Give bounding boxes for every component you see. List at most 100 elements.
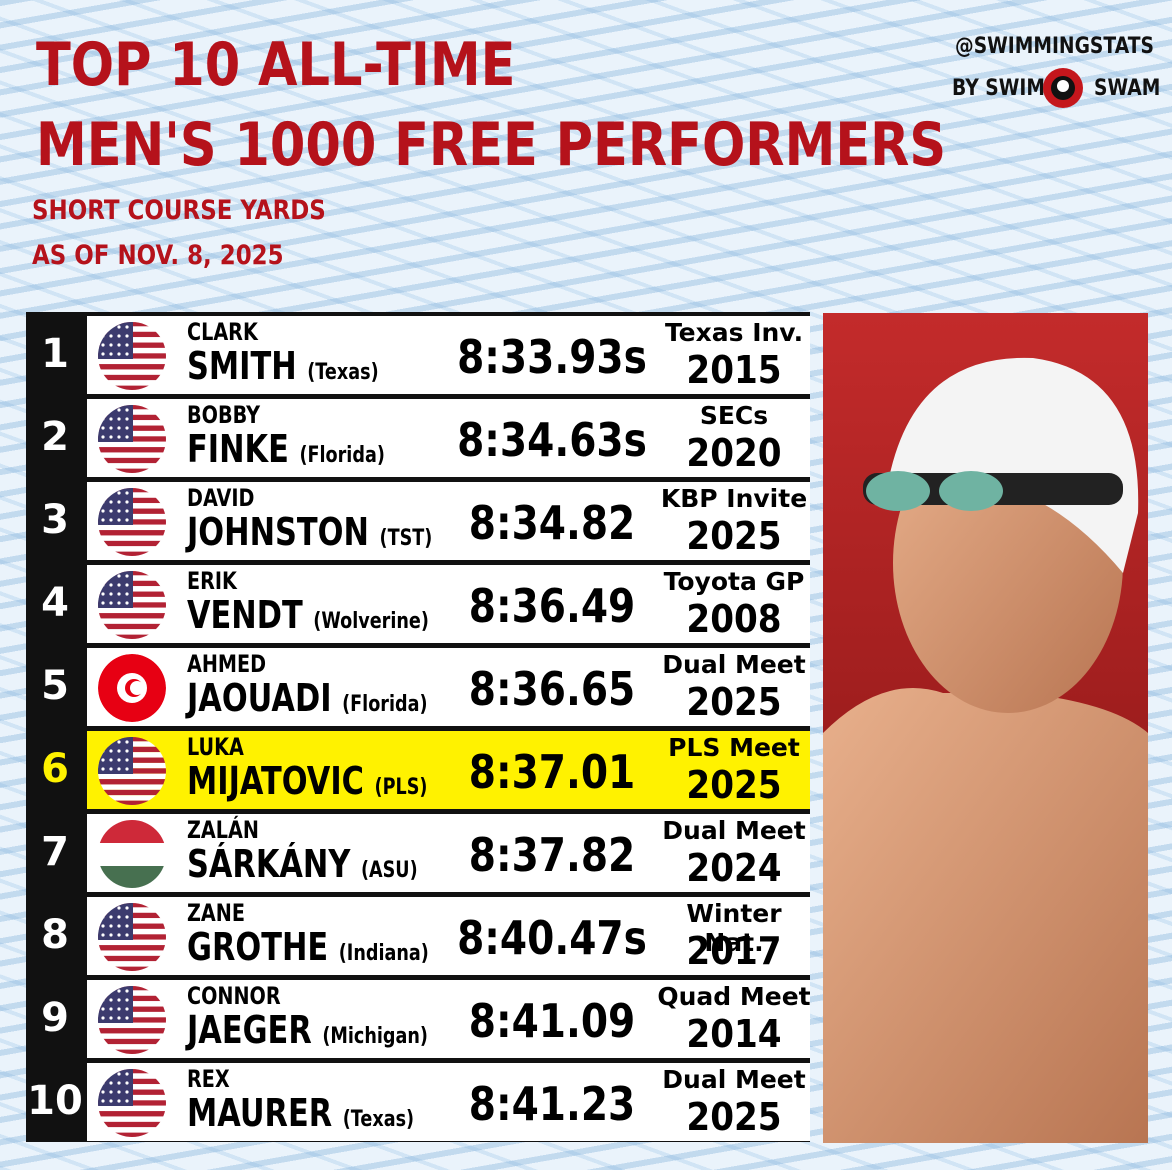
brand-name: SWAM xyxy=(1094,76,1161,101)
first-name: LUKA xyxy=(187,733,244,761)
brand-by: BY SWIM xyxy=(952,76,1045,101)
swim-time: 8:41.23 xyxy=(468,1077,636,1131)
meet: SECs xyxy=(699,401,769,430)
first-name: ERIK xyxy=(187,567,237,595)
first-name: ZANE xyxy=(187,899,245,927)
first-name: DAVID xyxy=(187,484,255,512)
flag xyxy=(98,322,166,390)
last-name-line: JOHNSTON (TST) xyxy=(187,510,432,554)
team: (Michigan) xyxy=(322,1024,428,1049)
brand-logo xyxy=(1043,68,1083,108)
last-name-line: FINKE (Florida) xyxy=(187,427,385,471)
last-name-line: MAURER (Texas) xyxy=(187,1091,414,1135)
table-row: 6 LUKA MIJATOVIC (PLS) 8:37.01 PLS Meet 2025 xyxy=(26,729,810,809)
team: (Wolverine) xyxy=(313,609,429,634)
row-cell: BOBBY FINKE (Florida) 8:34.63s SECs 2020 xyxy=(87,397,810,477)
title-line: MEN'S 1000 FREE PERFORMERS xyxy=(36,110,947,180)
year: 2025 xyxy=(686,514,782,558)
row-cell: ZALÁN SÁRKÁNY (ASU) 8:37.82 Dual Meet 2024 xyxy=(87,812,810,892)
swim-time: 8:36.49 xyxy=(468,579,636,633)
meet: Winter Nat. xyxy=(686,899,782,957)
team: (Texas) xyxy=(307,360,379,385)
row-cell: CONNOR JAEGER (Michigan) 8:41.09 Quad Meet 2… xyxy=(87,978,811,1058)
swim-time: 8:34.82 xyxy=(468,496,636,550)
rank: 8 xyxy=(26,895,84,975)
meet: Dual Meet xyxy=(662,816,806,845)
athlete-photo xyxy=(823,313,1148,1143)
year: 2025 xyxy=(686,763,782,807)
team: (Texas) xyxy=(342,1107,415,1132)
rank: 3 xyxy=(26,480,84,560)
flag xyxy=(98,405,166,473)
table-row: 2 BOBBY FINKE (Florida) 8:34.63s SECs 2020 xyxy=(26,397,810,477)
first-name: REX xyxy=(187,1065,230,1093)
row-cell: REX MAURER (Texas) 8:41.23 Dual Meet 2025 xyxy=(87,1061,810,1141)
team: (ASU) xyxy=(360,858,418,883)
flag xyxy=(98,1069,166,1137)
team: (Indiana) xyxy=(338,941,429,966)
row-cell: LUKA MIJATOVIC (PLS) 8:37.01 PLS Meet 2025 xyxy=(87,729,810,809)
year: 2008 xyxy=(686,597,782,641)
course: SHORT COURSE YARDS xyxy=(32,195,326,226)
table-row: 3 DAVID JOHNSTON (TST) 8:34.82 KBP Invite 202… xyxy=(26,480,810,560)
last-name: SÁRKÁNY xyxy=(187,842,351,886)
flag xyxy=(98,986,166,1054)
team: (Florida) xyxy=(342,692,428,717)
last-name-line: JAOUADI (Florida) xyxy=(187,676,428,720)
rank: 2 xyxy=(26,397,84,477)
swim-time: 8:41.09 xyxy=(468,994,636,1048)
row-cell: AHMED JAOUADI (Florida) 8:36.65 Dual Meet 20… xyxy=(87,646,810,726)
swim-time: 8:40.47s xyxy=(457,911,647,965)
rank: 7 xyxy=(26,812,84,892)
title-line: TOP 10 ALL-TIME xyxy=(36,30,516,100)
meet: Texas Inv. xyxy=(664,318,804,347)
first-name: CLARK xyxy=(187,318,258,346)
as-of-date: AS OF NOV. 8, 2025 xyxy=(32,240,284,271)
year: 2014 xyxy=(686,1012,782,1056)
last-name-line: SMITH (Texas) xyxy=(187,344,379,388)
row-cell: CLARK SMITH (Texas) 8:33.93s Texas Inv. 2015 xyxy=(87,314,810,394)
table-row: 8 ZANE GROTHE (Indiana) 8:40.47s Winter Nat.… xyxy=(26,895,810,975)
rank: 10 xyxy=(26,1061,84,1141)
flag xyxy=(98,903,166,971)
meet: Quad Meet xyxy=(657,982,811,1011)
last-name-line: JAEGER (Michigan) xyxy=(187,1008,428,1052)
meet: KBP Invite xyxy=(660,484,808,513)
meet: PLS Meet xyxy=(668,733,800,762)
swim-time: 8:37.01 xyxy=(468,745,636,799)
table-row: 10 REX MAURER (Texas) 8:41.23 Dual Meet 2025 xyxy=(26,1061,810,1141)
year: 2024 xyxy=(686,846,782,890)
first-name: AHMED xyxy=(187,650,267,678)
team: (Florida) xyxy=(299,443,385,468)
last-name: GROTHE xyxy=(187,925,329,969)
rank: 5 xyxy=(26,646,84,726)
flag xyxy=(98,737,166,805)
team: (TST) xyxy=(379,526,433,551)
flag xyxy=(98,488,166,556)
brand-handle: @SWIMMINGSTATS xyxy=(955,34,1154,59)
flag xyxy=(98,820,166,888)
year: 2020 xyxy=(686,431,782,475)
last-name: JAOUADI xyxy=(187,676,332,720)
last-name: JAEGER xyxy=(187,1008,312,1052)
table-row: 5 AHMED JAOUADI (Florida) 8:36.65 Dual Meet 2… xyxy=(26,646,810,726)
last-name: VENDT xyxy=(187,593,303,637)
swim-time: 8:33.93s xyxy=(457,330,647,384)
row-cell: ZANE GROTHE (Indiana) 8:40.47s Winter Nat. 2… xyxy=(87,895,810,975)
last-name: JOHNSTON xyxy=(187,510,369,554)
last-name-line: GROTHE (Indiana) xyxy=(187,925,429,969)
last-name: MAURER xyxy=(187,1091,333,1135)
meet: Dual Meet xyxy=(662,1065,806,1094)
year: 2017 xyxy=(686,929,782,973)
meet: Dual Meet xyxy=(662,650,806,679)
meet: Toyota GP xyxy=(663,567,805,596)
last-name: FINKE xyxy=(187,427,289,471)
year: 2015 xyxy=(686,348,782,392)
last-name-line: VENDT (Wolverine) xyxy=(187,593,429,637)
flag xyxy=(98,571,166,639)
year: 2025 xyxy=(686,680,782,724)
swim-time: 8:37.82 xyxy=(468,828,636,882)
table-row: 1 CLARK SMITH (Texas) 8:33.93s Texas Inv. 201… xyxy=(26,314,810,394)
row-cell: ERIK VENDT (Wolverine) 8:36.49 Toyota GP 200… xyxy=(87,563,810,643)
